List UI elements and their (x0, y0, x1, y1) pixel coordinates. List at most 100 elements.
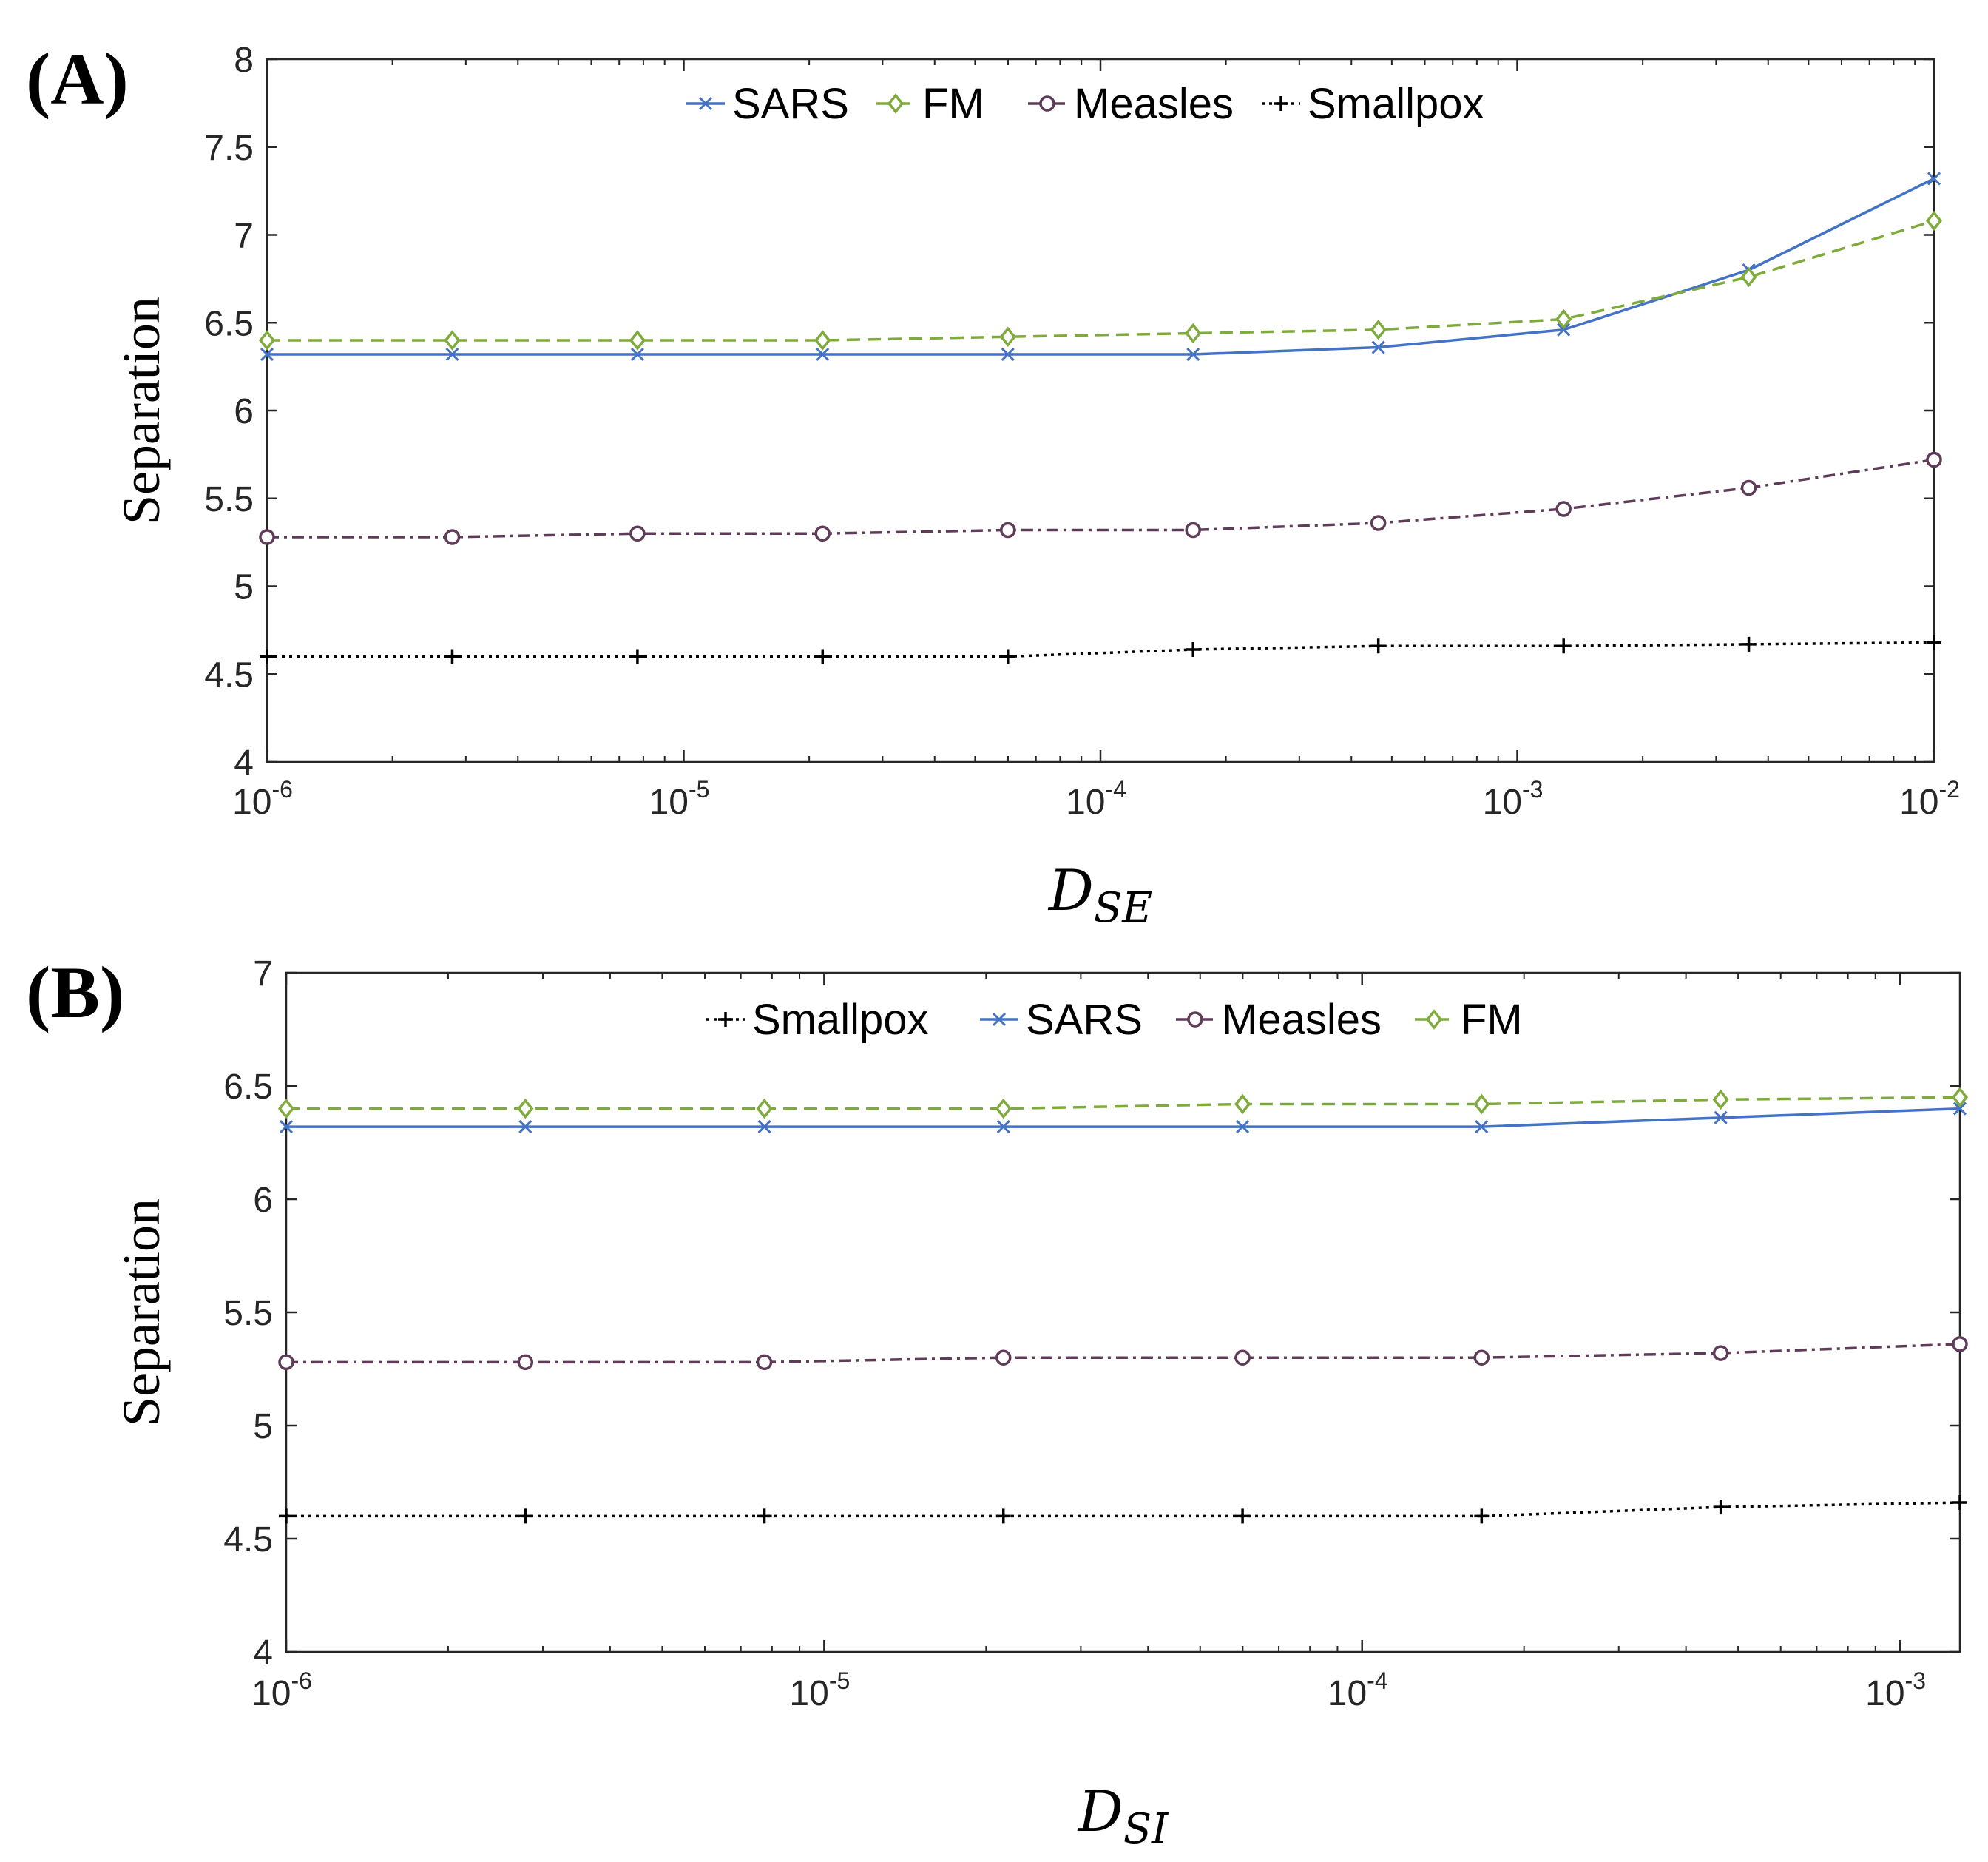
series-line (286, 1096, 1961, 1110)
panel-label: (A) (26, 38, 129, 120)
x-tick-label: 10-2 (1899, 776, 1960, 822)
data-point (1741, 636, 1757, 652)
data-point (1370, 638, 1386, 654)
x-axis-label-subscript: SI (1123, 1805, 1169, 1853)
y-tick-label: 5 (234, 568, 254, 607)
data-point (1236, 1120, 1250, 1134)
legend-entry: FM (876, 80, 984, 128)
legend-marker (698, 96, 713, 111)
legend-entry: SARS (980, 996, 1143, 1044)
legend-entry: FM (1415, 996, 1523, 1044)
legend-marker (718, 1012, 733, 1027)
x-axis-label: DSI (1077, 1778, 1169, 1853)
data-point (1952, 1336, 1968, 1352)
data-point (1557, 323, 1571, 337)
y-tick-label: 7 (234, 217, 254, 256)
data-point (1952, 1495, 1967, 1511)
x-tick-base: 10 (789, 1674, 828, 1713)
data-point (279, 1508, 294, 1524)
data-point (517, 1098, 534, 1119)
data-point (1713, 1500, 1728, 1515)
y-tick-label: 4.5 (204, 655, 254, 695)
x-tick-exponent: -3 (1905, 1667, 1926, 1694)
data-point (1186, 642, 1201, 657)
series-smallpox (279, 1495, 1967, 1524)
data-point (816, 347, 830, 362)
data-point (1370, 319, 1387, 340)
legend-marker (887, 93, 905, 114)
data-point (756, 1098, 773, 1119)
data-point (1952, 1102, 1967, 1116)
data-point (996, 1120, 1010, 1134)
y-tick-label: 6 (253, 1181, 273, 1220)
x-tick-exponent: -5 (829, 1667, 850, 1694)
data-point (1556, 638, 1572, 654)
y-tick-label: 6.5 (204, 304, 254, 343)
legend-marker (992, 1012, 1007, 1027)
data-point (518, 1508, 533, 1524)
x-tick-exponent: -2 (1938, 776, 1959, 803)
legend-label: Smallpox (1308, 80, 1484, 128)
data-point (1001, 347, 1015, 362)
series-line (286, 1501, 1961, 1518)
data-point (1185, 522, 1201, 539)
y-tick-label: 5 (253, 1407, 273, 1446)
x-tick-label: 10-4 (1066, 776, 1126, 822)
plot-area (285, 971, 1961, 1653)
y-tick-label: 5.5 (223, 1294, 273, 1333)
series-line (286, 1343, 1961, 1364)
legend-label: FM (922, 80, 984, 128)
data-point (1473, 1349, 1490, 1366)
data-point (814, 330, 831, 351)
series-measles (278, 1336, 1968, 1371)
data-point (1185, 323, 1202, 344)
x-tick-label: 10-3 (1865, 1667, 1926, 1713)
data-point (1712, 1345, 1729, 1361)
data-point (1925, 210, 1943, 232)
data-point (1000, 522, 1016, 539)
x-tick-label: 10-6 (251, 1667, 312, 1713)
y-tick-label: 6.5 (223, 1067, 273, 1107)
legend-label: Measles (1074, 80, 1234, 128)
y-tick-label: 4.5 (223, 1520, 273, 1559)
x-tick-label: 10-5 (789, 1667, 850, 1713)
data-point (629, 649, 645, 664)
data-point (1186, 347, 1200, 362)
x-tick-label: 10-3 (1483, 776, 1544, 822)
data-point (757, 1120, 771, 1134)
data-point (756, 1354, 773, 1371)
data-point (518, 1120, 532, 1134)
x-tick-base: 10 (232, 783, 271, 822)
x-tick-base: 10 (1483, 783, 1522, 822)
x-tick-exponent: -6 (271, 776, 292, 803)
legend-entry: SARS (686, 80, 849, 128)
data-point (757, 1508, 772, 1524)
data-point (1555, 501, 1572, 517)
data-point (1474, 1508, 1490, 1524)
data-point (1473, 1093, 1490, 1115)
legend-entry: Measles (1176, 996, 1382, 1044)
legend-marker (1425, 1009, 1443, 1030)
data-point (279, 1120, 294, 1134)
x-tick-base: 10 (1899, 783, 1938, 822)
x-axis-label-main: D (1047, 857, 1094, 923)
series-line (267, 458, 1935, 539)
x-tick-base: 10 (251, 1674, 291, 1713)
legend-label: SARS (1026, 996, 1143, 1044)
y-tick-label: 7 (253, 954, 273, 994)
series-sars (279, 1102, 1967, 1134)
data-point (1927, 172, 1941, 186)
data-point (995, 1349, 1012, 1366)
data-point (1234, 1349, 1251, 1366)
legend-label: FM (1461, 996, 1523, 1044)
x-tick-exponent: -6 (291, 1667, 311, 1694)
data-point (517, 1354, 534, 1371)
x-axis-label-subscript: SE (1094, 884, 1152, 932)
series-smallpox (260, 635, 1941, 664)
plot-area (266, 58, 1935, 763)
x-tick-label: 10-6 (232, 776, 293, 822)
data-point (1926, 451, 1942, 468)
series-line (267, 177, 1935, 356)
